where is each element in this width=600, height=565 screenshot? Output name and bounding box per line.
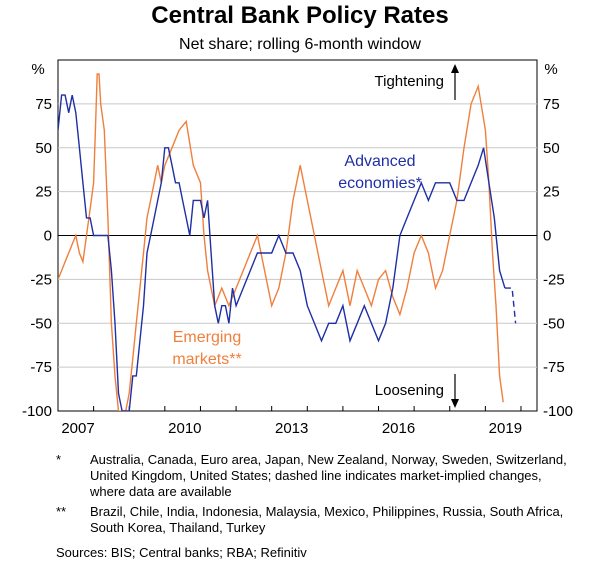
arrow-down-icon [451, 399, 459, 408]
series-label-emerging: markets** [172, 351, 241, 368]
x-tick-label: 2016 [382, 420, 415, 437]
series-label-advanced: Advanced [344, 153, 415, 170]
footnotes: * Australia, Canada, Euro area, Japan, N… [56, 452, 576, 540]
annotation-tightening: Tightening [375, 73, 445, 90]
y-tick-label-left: 75 [35, 96, 52, 113]
footnote-mark: * [56, 452, 62, 467]
x-tick-label: 2007 [61, 420, 94, 437]
chart-subtitle: Net share; rolling 6-month window [179, 36, 421, 53]
y-tick-label-right: 25 [543, 184, 560, 201]
y-tick-label-right: -100 [543, 403, 573, 420]
footnote-advanced: * Australia, Canada, Euro area, Japan, N… [56, 452, 576, 500]
arrow-up-icon [451, 64, 459, 73]
series-line-advanced-dashed [504, 287, 517, 324]
x-tick-label: 2019 [489, 420, 522, 437]
series-label-emerging: Emerging [173, 329, 241, 346]
y-tick-label-left: 25 [35, 184, 52, 201]
y-tick-label-right: 50 [543, 140, 560, 157]
y-tick-label-right: 0 [543, 228, 551, 245]
y-tick-label-left: -75 [30, 359, 52, 376]
footnote-text: Australia, Canada, Euro area, Japan, New… [90, 452, 567, 499]
y-tick-label-right: -75 [543, 359, 565, 376]
series-line-advanced [58, 94, 506, 411]
annotation-loosening: Loosening [375, 382, 444, 399]
y-tick-label-left: -25 [30, 271, 52, 288]
x-tick-label: 2013 [275, 420, 308, 437]
sources-note: Sources: BIS; Central banks; RBA; Refini… [56, 545, 307, 560]
y-unit-right: % [544, 61, 557, 78]
y-tick-label-left: -100 [22, 403, 52, 420]
series-line-emerging [58, 73, 504, 411]
y-tick-label-left: -50 [30, 315, 52, 332]
x-tick-label: 2010 [168, 420, 201, 437]
y-unit-left: % [31, 61, 44, 78]
chart-title: Central Bank Policy Rates [151, 2, 449, 29]
y-tick-label-right: 75 [543, 96, 560, 113]
y-tick-label-right: -25 [543, 271, 565, 288]
y-tick-label-left: 0 [44, 228, 52, 245]
y-tick-label-left: 50 [35, 140, 52, 157]
footnote-mark: ** [56, 504, 67, 519]
footnote-text: Brazil, Chile, India, Indonesia, Malaysi… [90, 504, 564, 535]
footnote-emerging: ** Brazil, Chile, India, Indonesia, Mala… [56, 504, 576, 536]
series-label-advanced: economies* [338, 175, 422, 192]
y-tick-label-right: -50 [543, 315, 565, 332]
